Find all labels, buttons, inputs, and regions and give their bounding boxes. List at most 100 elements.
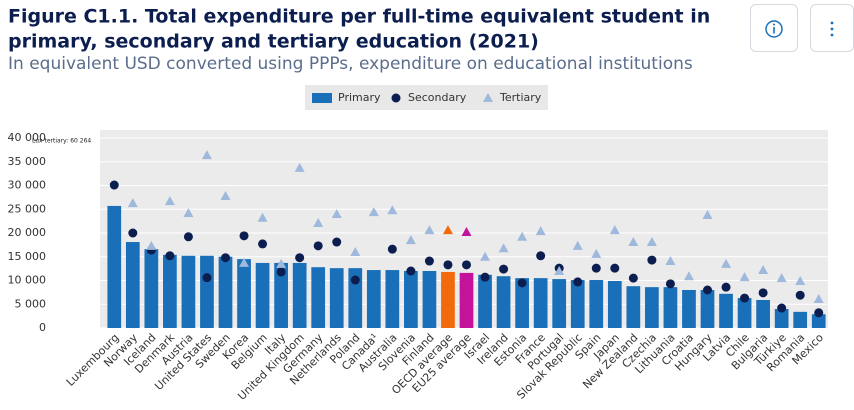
- tertiary-triangle: [609, 225, 620, 235]
- secondary-dot: [258, 239, 268, 249]
- chart-subtitle: In equivalent USD converted using PPPs, …: [8, 54, 693, 74]
- tertiary-triangle: [368, 207, 379, 217]
- tertiary-triangle: [146, 240, 157, 250]
- bar: [255, 262, 270, 328]
- more-button[interactable]: [810, 4, 854, 52]
- more-icon: [830, 21, 834, 37]
- secondary-dot: [628, 273, 638, 283]
- bar: [737, 298, 752, 328]
- bar: [366, 270, 381, 328]
- bar: [125, 242, 140, 328]
- secondary-dot: [703, 285, 712, 295]
- tertiary-triangle: [776, 273, 787, 283]
- secondary-dot: [332, 237, 342, 247]
- tertiary-triangle: [795, 275, 806, 285]
- secondary-dot: [128, 228, 138, 238]
- tertiary-triangle: [517, 231, 528, 241]
- info-button[interactable]: [750, 4, 798, 52]
- tertiary-triangle: [127, 198, 138, 208]
- tertiary-triangle: [294, 162, 305, 172]
- info-icon: [765, 20, 783, 38]
- secondary-dot: [239, 231, 249, 241]
- bar: [237, 259, 251, 328]
- legend-box: [305, 85, 548, 110]
- secondary-dot: [777, 303, 787, 313]
- secondary-dot: [814, 308, 824, 318]
- secondary-dot: [536, 251, 546, 261]
- bar: [607, 280, 622, 328]
- tertiary-triangle: [424, 225, 435, 235]
- secondary-dot: [109, 180, 119, 190]
- tertiary-triangle: [461, 227, 472, 237]
- tertiary-triangle: [220, 190, 231, 200]
- secondary-dot: [758, 288, 768, 298]
- secondary-dot: [424, 256, 434, 266]
- bar: [496, 276, 511, 328]
- bar: [144, 249, 159, 328]
- secondary-dot: [591, 263, 601, 273]
- tertiary-triangle: [702, 209, 713, 219]
- tertiary-triangle: [405, 235, 416, 245]
- tertiary-triangle: [554, 266, 565, 275]
- bar: [404, 271, 418, 328]
- y-tick-label: 0: [39, 321, 46, 334]
- bar: [533, 278, 548, 328]
- bar: [181, 255, 196, 328]
- legend-label: Secondary: [408, 91, 467, 104]
- bar: [515, 278, 529, 328]
- secondary-dot: [406, 266, 416, 276]
- secondary-dot: [721, 282, 731, 292]
- bar: [682, 290, 696, 328]
- tertiary-triangle: [591, 248, 602, 258]
- secondary-dot: [647, 255, 657, 265]
- y-tick-label: 35 000: [8, 155, 47, 168]
- bar: [459, 272, 474, 328]
- tertiary-triangle: [201, 150, 212, 160]
- y-tick-label: 20 000: [8, 226, 47, 239]
- tertiary-triangle: [313, 218, 324, 228]
- secondary-dot: [573, 277, 583, 287]
- bar: [663, 287, 678, 328]
- tertiary-triangle: [739, 272, 750, 282]
- secondary-dot: [610, 263, 620, 273]
- legend-swatch: [483, 93, 493, 102]
- tertiary-triangle: [758, 265, 769, 275]
- tertiary-triangle: [646, 237, 657, 247]
- secondary-dot: [795, 290, 805, 300]
- tertiary-triangle: [683, 271, 694, 281]
- secondary-dot: [499, 264, 509, 274]
- y-tick-label: 15 000: [8, 250, 47, 263]
- secondary-dot: [517, 278, 527, 288]
- bar: [292, 262, 307, 328]
- bar: [163, 254, 177, 328]
- tertiary-triangle: [813, 294, 824, 304]
- tertiary-triangle: [164, 196, 175, 206]
- tertiary-triangle: [572, 240, 583, 250]
- secondary-dot: [165, 251, 175, 261]
- bar: [274, 262, 288, 328]
- secondary-dot: [462, 260, 471, 270]
- secondary-dot: [443, 260, 453, 270]
- legend-label: Tertiary: [499, 91, 542, 104]
- tertiary-triangle: [498, 243, 509, 253]
- chart-title: primary, secondary and tertiary educatio…: [8, 31, 539, 53]
- y-tick-label: 5 000: [15, 297, 47, 310]
- bar: [329, 268, 344, 328]
- tertiary-triangle: [480, 251, 491, 261]
- secondary-dot: [221, 253, 230, 263]
- legend-swatch: [391, 93, 401, 103]
- tertiary-triangle: [442, 225, 453, 235]
- bar: [645, 287, 659, 328]
- bar: [719, 293, 733, 328]
- tertiary-triangle: [665, 256, 676, 266]
- tertiary-triangle: [331, 209, 342, 218]
- legend-swatch: [312, 93, 332, 103]
- bar: [218, 256, 233, 328]
- bar: [385, 270, 400, 328]
- secondary-dot: [295, 253, 305, 263]
- bar: [774, 309, 789, 328]
- bar: [756, 299, 770, 328]
- bar: [552, 279, 567, 328]
